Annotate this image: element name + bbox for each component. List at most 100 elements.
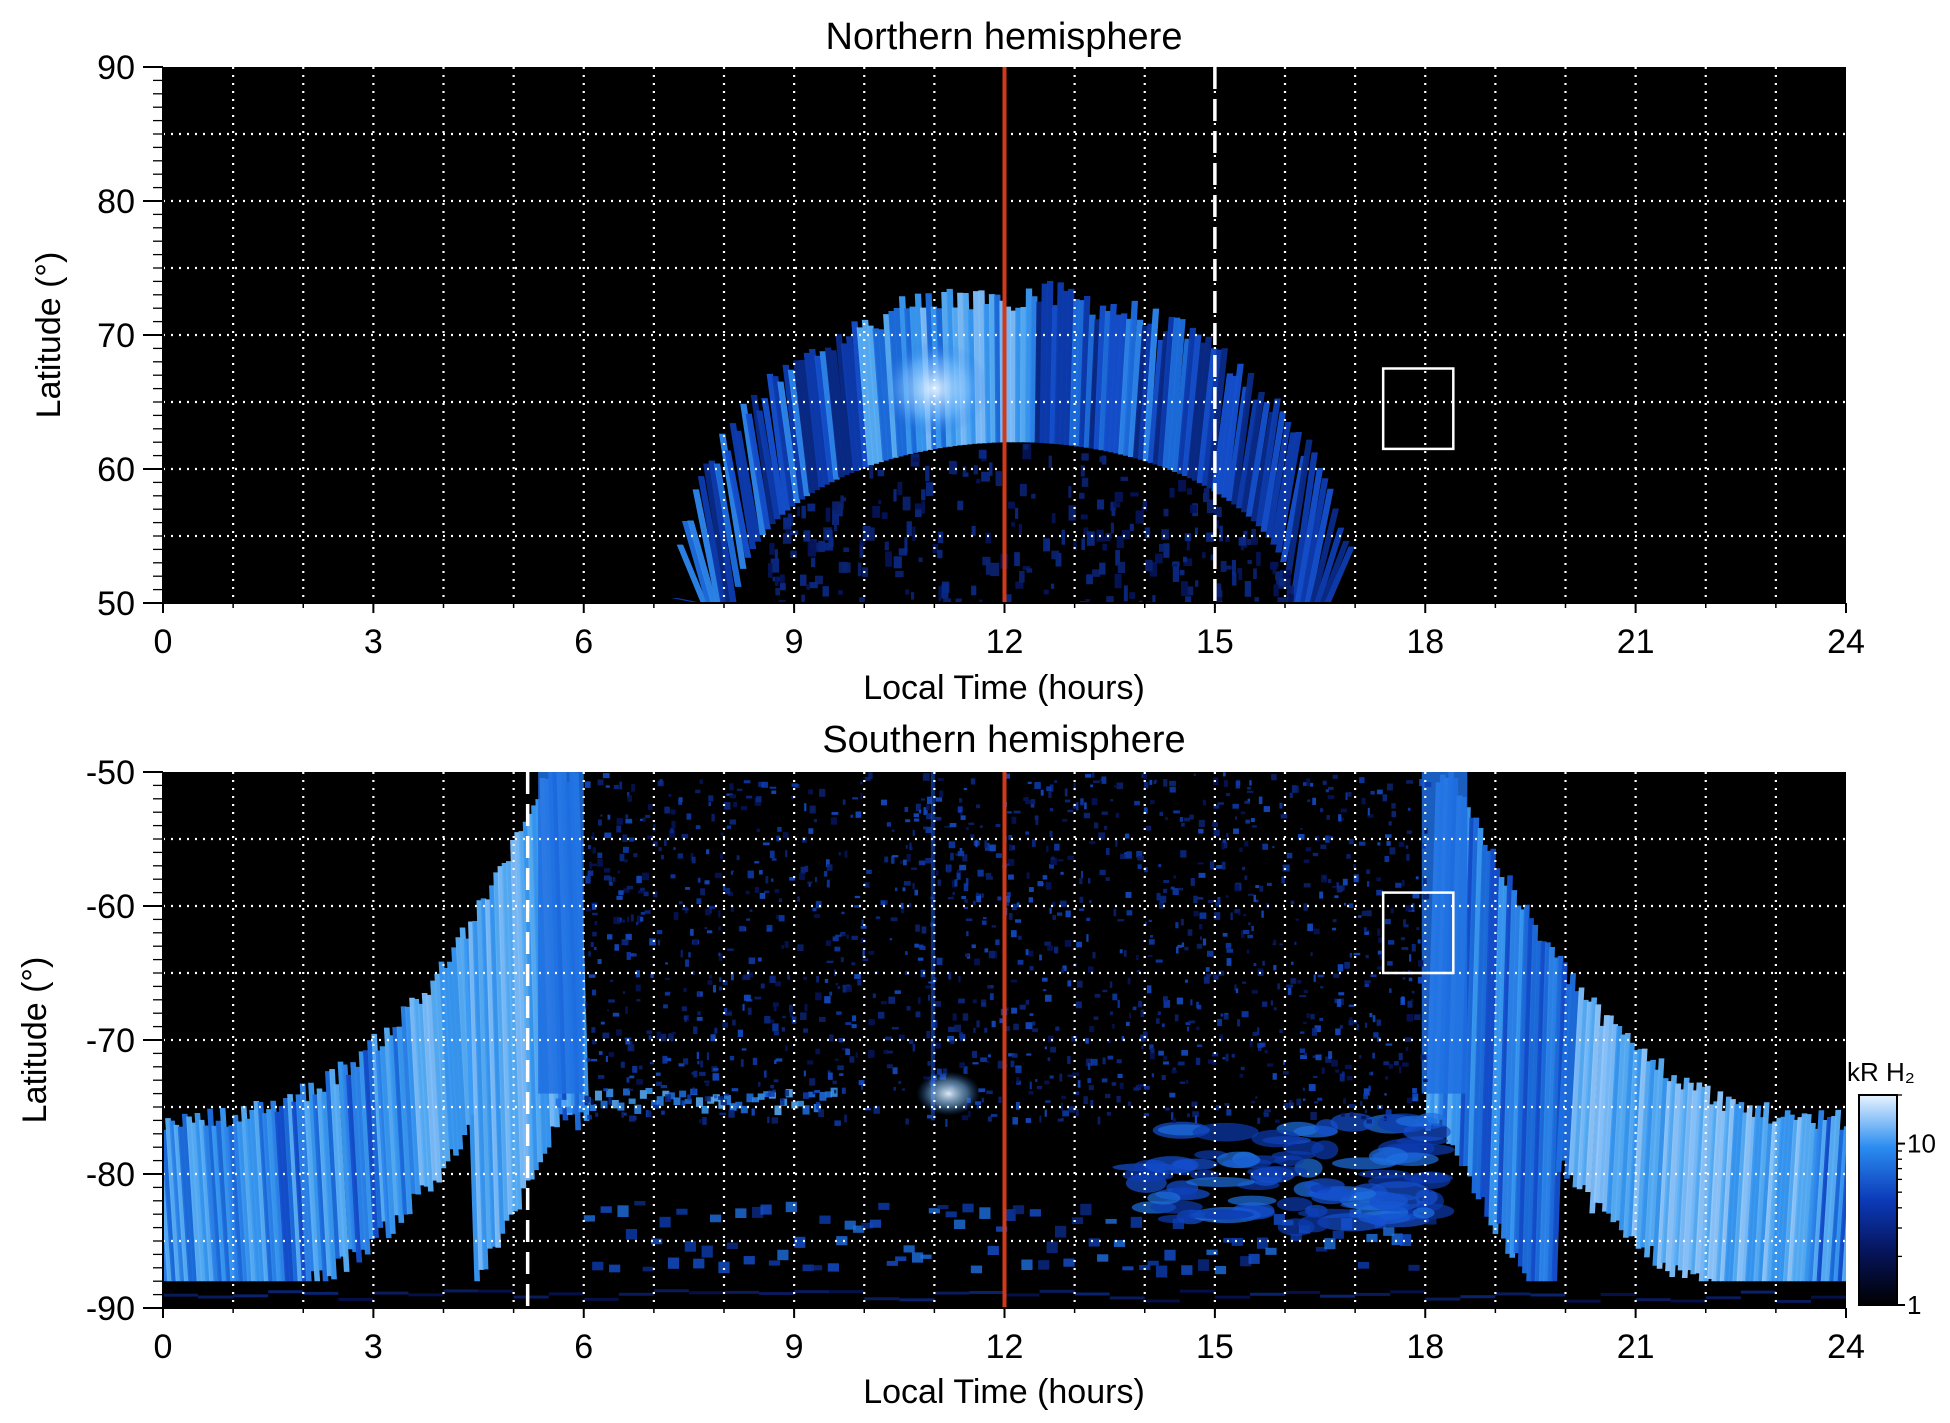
aurora-speckle xyxy=(972,999,977,1004)
aurora-speckle xyxy=(885,1036,892,1041)
aurora-speckle xyxy=(990,1114,998,1117)
aurora-speckle xyxy=(1338,998,1344,1006)
aurora-strip-dusk xyxy=(1673,1077,1690,1266)
aurora-speckle xyxy=(1231,1053,1235,1058)
aurora-speckle xyxy=(864,1108,871,1111)
aurora-speckle xyxy=(1163,1000,1171,1008)
aurora-speckle xyxy=(952,1013,957,1021)
aurora-speckle xyxy=(868,950,875,955)
aurora-midlat-streak xyxy=(752,1097,760,1103)
aurora-speckle xyxy=(894,990,901,994)
aurora-speckle xyxy=(775,981,782,987)
aurora-speckle xyxy=(586,908,591,912)
aurora-speckle xyxy=(877,1011,885,1019)
aurora-floor-streak xyxy=(1400,1234,1412,1247)
aurora-speckle xyxy=(990,562,1000,577)
aurora-floor-streak xyxy=(1172,1218,1185,1229)
aurora-strip-dawn xyxy=(396,1026,413,1215)
aurora-speckle xyxy=(1193,773,1196,777)
aurora-speckle xyxy=(962,466,967,474)
aurora-speckle xyxy=(771,878,774,882)
aurora-strip-dusk xyxy=(1791,1113,1808,1282)
aurora-strip xyxy=(1093,305,1107,450)
aurora-speckle xyxy=(905,951,908,956)
aurora-speckle xyxy=(1185,1080,1189,1084)
aurora-speckle xyxy=(1051,513,1056,524)
aurora-speckle xyxy=(1368,1072,1373,1076)
aurora-speckle xyxy=(1311,1028,1318,1036)
aurora-floor-streak xyxy=(659,1216,671,1228)
aurora-speckle xyxy=(1114,491,1123,503)
aurora-floor-streak xyxy=(1366,1233,1378,1243)
aurora-speckle xyxy=(892,855,899,858)
aurora-speckle xyxy=(894,887,898,892)
aurora-speckle xyxy=(840,495,844,510)
aurora-speckle xyxy=(664,992,670,996)
aurora-speckle xyxy=(1049,808,1054,812)
aurora-speckle xyxy=(1194,527,1198,535)
aurora-speckle xyxy=(1085,774,1092,778)
y-tick-label: -90 xyxy=(86,1290,135,1328)
y-tick-label: -70 xyxy=(86,1022,135,1060)
aurora-speckle xyxy=(1059,900,1067,907)
aurora-speckle xyxy=(787,974,791,980)
aurora-strip-dusk xyxy=(1568,987,1585,1176)
aurora-floor-streak xyxy=(836,1236,848,1246)
aurora-floor-streak xyxy=(718,1261,730,1274)
aurora-speckle xyxy=(586,1058,591,1062)
aurora-speckle xyxy=(1423,1079,1428,1083)
aurora-floor-streak xyxy=(1105,1218,1117,1224)
aurora-strip xyxy=(1123,300,1138,456)
aurora-speckle xyxy=(584,781,591,788)
aurora-strip-dusk xyxy=(1719,1099,1736,1282)
aurora-strip xyxy=(1270,432,1297,545)
aurora-bottom-streak xyxy=(794,1290,830,1294)
aurora-speckle xyxy=(834,1120,841,1126)
aurora-speckle xyxy=(657,780,664,787)
aurora-speckle xyxy=(770,1084,775,1089)
aurora-speckle xyxy=(898,1080,902,1085)
aurora-speckle xyxy=(747,870,754,879)
aurora-speckle xyxy=(1234,984,1237,991)
aurora-speckle xyxy=(1149,1053,1155,1060)
aurora-speckle xyxy=(1264,1109,1272,1113)
aurora-midlat-streak xyxy=(611,1099,619,1109)
aurora-midlat-streak xyxy=(796,1100,804,1107)
aurora-speckle xyxy=(700,888,706,896)
aurora-speckle xyxy=(1183,558,1193,566)
aurora-speckle xyxy=(862,949,865,958)
aurora-speckle xyxy=(1003,773,1011,779)
aurora-diffuse xyxy=(1315,1119,1338,1136)
aurora-bottom-streak xyxy=(338,1297,374,1301)
aurora-speckle xyxy=(763,890,770,894)
aurora-speckle xyxy=(605,785,610,788)
aurora-speckle xyxy=(1280,814,1288,819)
aurora-speckle xyxy=(1406,1097,1413,1104)
aurora-strip xyxy=(1309,508,1340,603)
aurora-speckle xyxy=(625,933,632,940)
aurora-speckle xyxy=(961,895,967,899)
aurora-speckle xyxy=(826,864,833,871)
aurora-speckle xyxy=(1359,1055,1362,1059)
aurora-diffuse xyxy=(1227,1195,1277,1206)
aurora-speckle xyxy=(1205,967,1210,972)
aurora-speckle xyxy=(877,469,885,477)
aurora-strip xyxy=(1059,290,1070,445)
aurora-speckle xyxy=(1363,1088,1370,1096)
aurora-speckle xyxy=(771,790,777,794)
aurora-speckle xyxy=(1216,591,1223,603)
aurora-speckle xyxy=(693,1070,698,1078)
aurora-speckle xyxy=(1403,924,1409,928)
aurora-speckle xyxy=(1373,1032,1379,1038)
aurora-speckle xyxy=(941,581,950,593)
aurora-speckle xyxy=(1055,1026,1060,1031)
aurora-speckle xyxy=(1345,792,1348,801)
aurora-speckle xyxy=(923,807,928,815)
aurora-speckle xyxy=(709,905,712,914)
aurora-strip-dawn xyxy=(434,973,451,1162)
aurora-speckle xyxy=(700,1060,704,1068)
aurora-speckle xyxy=(628,1045,633,1051)
aurora-speckle xyxy=(748,972,754,978)
aurora-speckle xyxy=(693,1026,698,1035)
aurora-floor-streak xyxy=(1248,1253,1260,1264)
